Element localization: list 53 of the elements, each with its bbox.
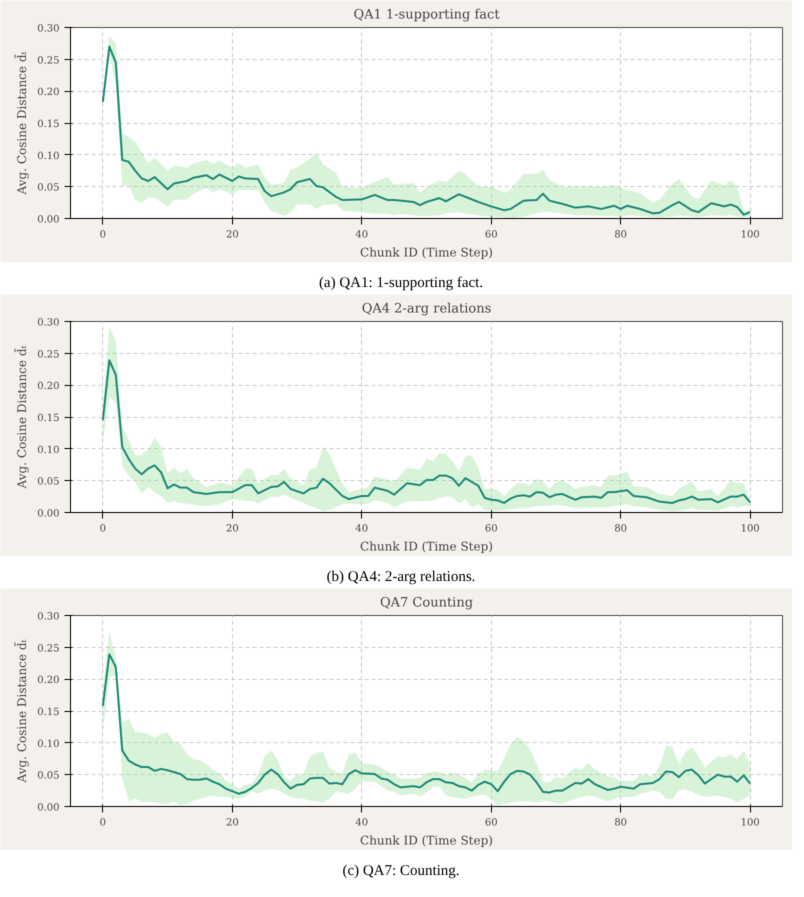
x-tick-label: 60 <box>484 230 498 240</box>
y-axis-title: Avg. Cosine Distance d̄ₜ <box>14 346 30 490</box>
y-tick-label: 0.20 <box>37 87 60 98</box>
x-tick-label: 60 <box>484 818 498 828</box>
x-tick-label: 40 <box>355 524 368 534</box>
chart-title: QA1 1-supporting fact <box>353 8 500 22</box>
text: (c) QA7: Counting. <box>342 862 460 881</box>
y-axis-title: Avg. Cosine Distance d̄ₜ <box>14 52 30 196</box>
x-tick-label: 100 <box>740 818 760 828</box>
chart-title: QA4 2-arg relations <box>362 302 492 316</box>
y-axis-title: Avg. Cosine Distance d̄ₜ <box>14 640 30 784</box>
x-tick-label: 0 <box>100 230 106 240</box>
x-tick-label: 100 <box>740 524 760 534</box>
chart-title: QA7 Counting <box>380 596 474 610</box>
y-tick-label: 0.25 <box>37 55 60 66</box>
x-axis-title: Chunk ID (Time Step) <box>360 540 493 554</box>
y-tick-label: 0.20 <box>37 381 60 392</box>
y-tick-label: 0.15 <box>37 119 60 130</box>
y-tick-label: 0.15 <box>37 413 60 424</box>
y-tick-label: 0.05 <box>37 182 60 194</box>
x-tick-label: 80 <box>614 230 628 240</box>
x-tick-label: 20 <box>226 818 239 828</box>
x-axis-title: Chunk ID (Time Step) <box>360 834 493 848</box>
x-tick-label: 60 <box>484 524 498 534</box>
x-tick-label: 100 <box>740 230 760 240</box>
x-tick-label: 80 <box>614 524 628 534</box>
text: (b) QA4: 2-arg relations. <box>326 568 476 587</box>
x-tick-label: 80 <box>614 818 628 828</box>
y-tick-label: 0.25 <box>37 643 60 654</box>
y-tick-label: 0.05 <box>37 476 60 488</box>
x-axis-title: Chunk ID (Time Step) <box>360 246 493 260</box>
x-tick-label: 0 <box>100 818 106 828</box>
y-tick-label: 0.00 <box>37 802 60 814</box>
x-tick-label: 40 <box>355 230 368 240</box>
y-tick-label: 0.25 <box>37 349 60 360</box>
y-tick-label: 0.00 <box>37 508 60 520</box>
y-tick-label: 0.00 <box>37 214 60 226</box>
y-tick-label: 0.15 <box>37 707 60 718</box>
text: (a) QA1: 1-supporting fact. <box>318 274 484 293</box>
x-tick-label: 40 <box>355 818 368 828</box>
x-tick-label: 0 <box>100 524 106 534</box>
y-tick-label: 0.30 <box>37 612 60 622</box>
y-tick-label: 0.20 <box>37 675 60 686</box>
line-series <box>102 653 752 795</box>
y-tick-label: 0.05 <box>37 770 60 782</box>
y-tick-label: 0.10 <box>37 444 60 456</box>
y-tick-label: 0.30 <box>37 318 60 328</box>
line-series <box>102 359 752 504</box>
y-tick-label: 0.10 <box>37 150 60 162</box>
x-tick-label: 20 <box>226 524 239 534</box>
y-tick-label: 0.30 <box>37 24 60 34</box>
y-tick-label: 0.10 <box>37 738 60 750</box>
x-tick-label: 20 <box>226 230 239 240</box>
